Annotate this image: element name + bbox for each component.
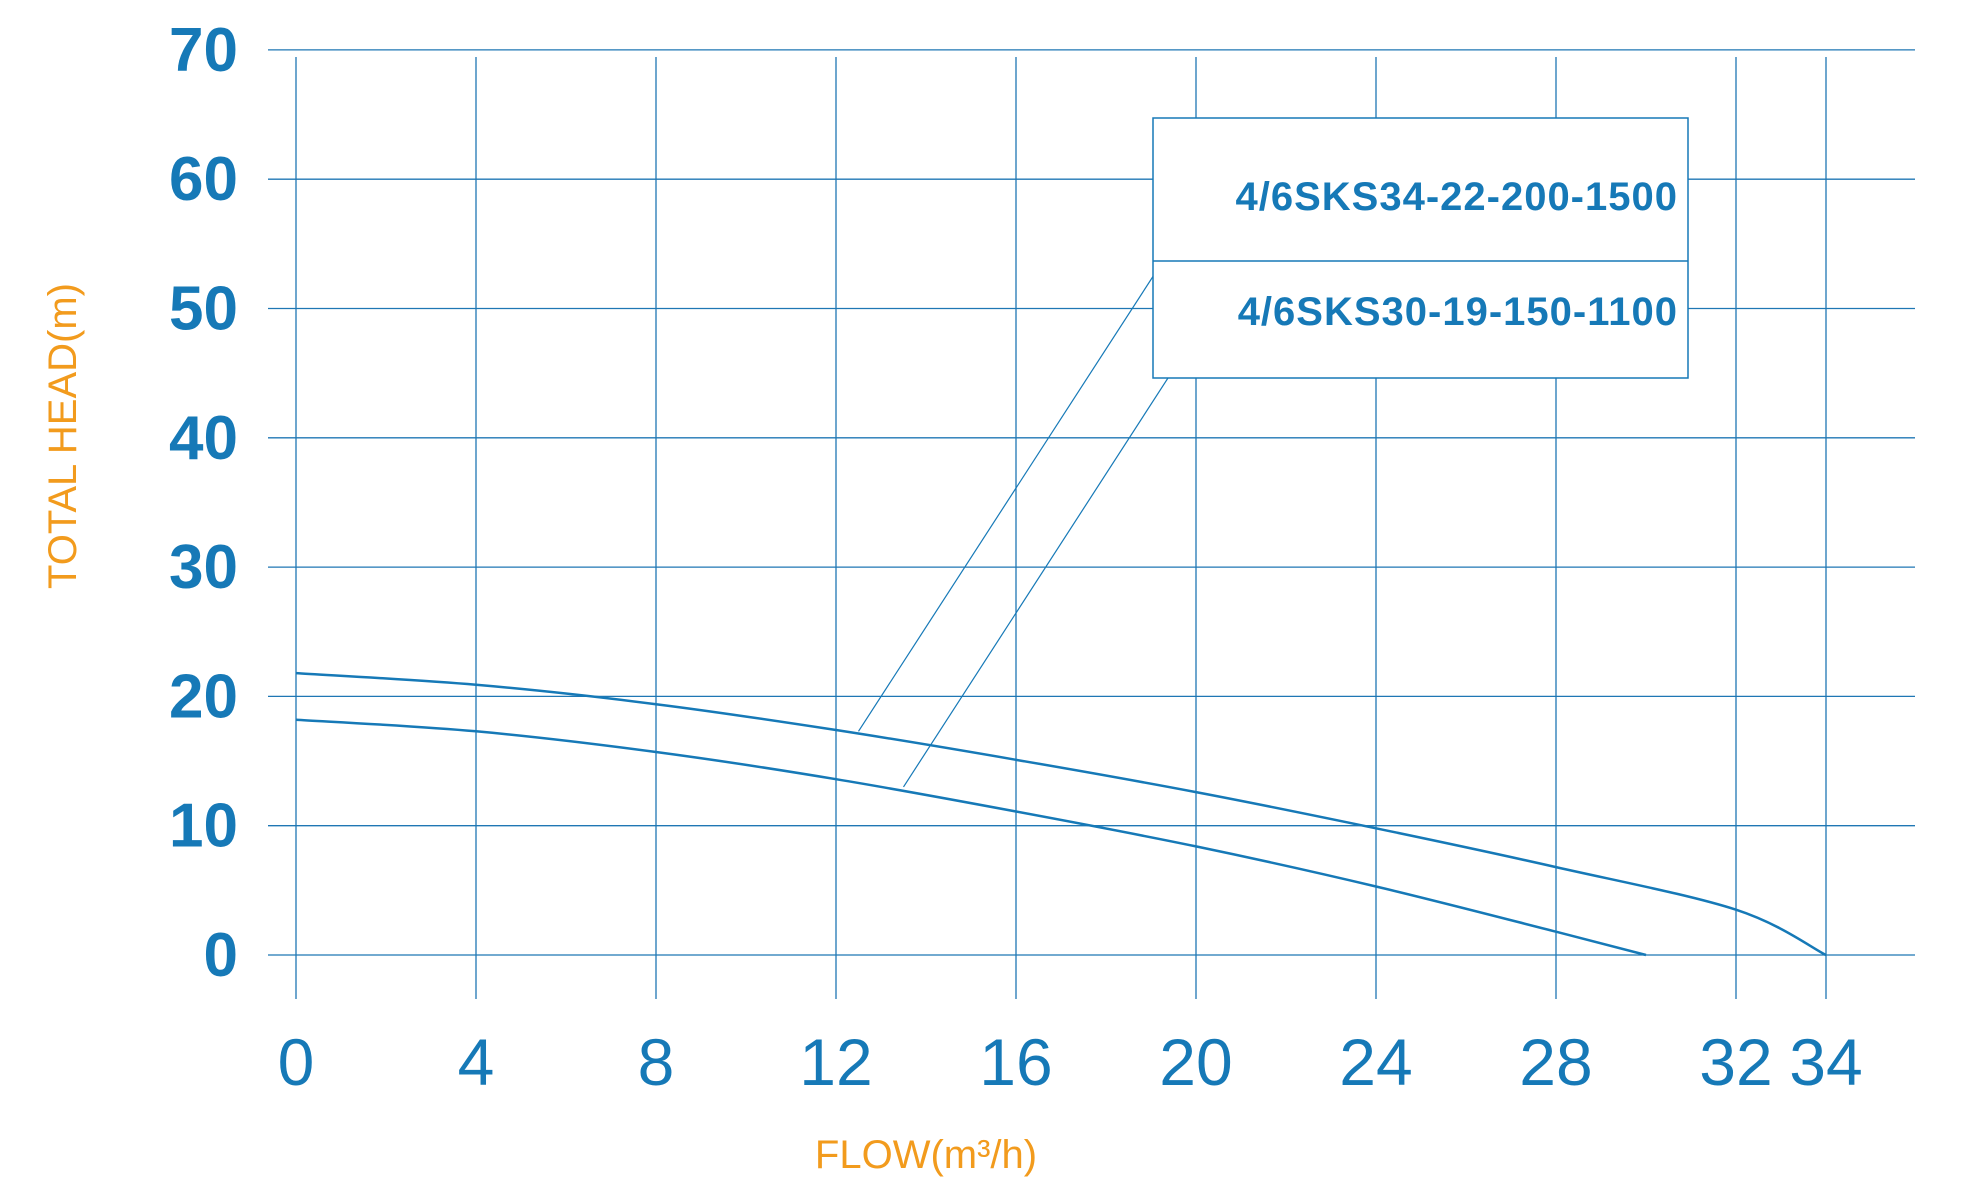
x-tick-labels: 0 4 8 12 16 20 24 28 32 34 bbox=[278, 1025, 1863, 1099]
y-tick-label: 20 bbox=[169, 662, 238, 731]
x-axis-label: FLOW(m³/h) bbox=[815, 1133, 1037, 1177]
series-line-1 bbox=[296, 673, 1826, 955]
x-tick-label: 0 bbox=[278, 1025, 315, 1099]
y-tick-label: 0 bbox=[204, 921, 238, 990]
legend: 4/6SKS34-22-200-1500 4/6SKS30-19-150-1100 bbox=[1153, 118, 1688, 378]
x-tick-label: 8 bbox=[638, 1025, 675, 1099]
y-tick-labels: 0 10 20 30 40 50 60 70 bbox=[169, 16, 238, 990]
legend-entry-2: 4/6SKS30-19-150-1100 bbox=[1238, 290, 1678, 334]
y-tick-label: 10 bbox=[169, 792, 238, 861]
y-tick-label: 60 bbox=[169, 145, 238, 214]
legend-box bbox=[1153, 118, 1688, 378]
x-tick-label: 28 bbox=[1519, 1025, 1592, 1099]
x-tick-label: 32 bbox=[1699, 1025, 1772, 1099]
y-tick-label: 30 bbox=[169, 533, 238, 602]
y-axis-label: TOTAL HEAD(m) bbox=[41, 283, 85, 589]
curves bbox=[296, 673, 1826, 955]
y-tick-label: 50 bbox=[169, 275, 238, 344]
x-tick-label: 34 bbox=[1789, 1025, 1862, 1099]
x-tick-label: 16 bbox=[979, 1025, 1052, 1099]
leader-line-1 bbox=[859, 261, 1164, 731]
x-tick-label: 4 bbox=[458, 1025, 495, 1099]
legend-entry-1: 4/6SKS34-22-200-1500 bbox=[1235, 175, 1678, 219]
legend-leader-lines bbox=[859, 261, 1169, 787]
x-tick-label: 24 bbox=[1339, 1025, 1412, 1099]
leader-line-2 bbox=[904, 378, 1169, 787]
y-tick-label: 70 bbox=[169, 16, 238, 85]
y-tick-label: 40 bbox=[169, 404, 238, 473]
series-line-2 bbox=[296, 720, 1646, 955]
x-tick-label: 12 bbox=[799, 1025, 872, 1099]
x-tick-label: 20 bbox=[1159, 1025, 1232, 1099]
